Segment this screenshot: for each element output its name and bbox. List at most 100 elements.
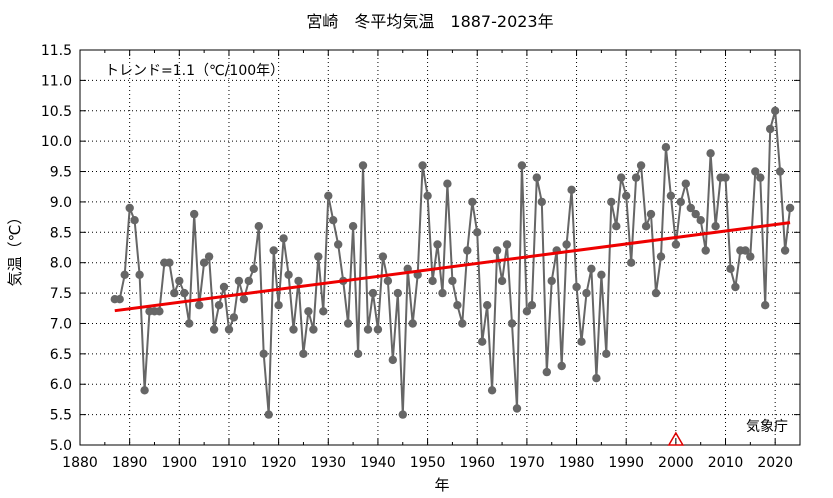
data-point [170, 288, 179, 298]
data-point [661, 143, 671, 152]
data-point [199, 258, 209, 267]
y-tick-label: 7.5 [50, 286, 72, 302]
x-tick-label: 2020 [757, 455, 793, 471]
data-point [592, 374, 601, 383]
data-point [264, 410, 273, 419]
data-point [775, 167, 785, 176]
data-point [125, 203, 134, 213]
y-tick-label: 7.0 [50, 316, 72, 332]
y-axis-title: 気温（℃） [6, 210, 24, 287]
data-point [671, 240, 681, 249]
data-point [274, 301, 283, 310]
data-point [195, 301, 204, 310]
data-point [269, 246, 278, 255]
data-point [418, 161, 427, 170]
data-point [130, 216, 139, 225]
x-tick-label: 1920 [261, 455, 297, 471]
data-point [393, 288, 402, 298]
data-point [602, 349, 611, 358]
data-point [408, 319, 417, 328]
source-note: 気象庁 [746, 419, 788, 435]
x-tick-label: 1970 [509, 455, 545, 471]
data-point [319, 307, 328, 316]
y-tick-label: 9.5 [50, 165, 72, 181]
x-tick-label: 1980 [559, 455, 595, 471]
data-point [284, 270, 293, 279]
y-tick-label: 10.5 [41, 104, 72, 120]
data-point [314, 252, 323, 261]
data-point [234, 276, 244, 286]
data-point [388, 355, 397, 365]
data-point [383, 276, 393, 286]
y-tick-label: 8.0 [50, 256, 72, 272]
x-tick-label: 1990 [608, 455, 644, 471]
data-point [219, 282, 229, 292]
data-point [483, 301, 492, 310]
data-point [180, 288, 189, 298]
data-point [214, 301, 224, 310]
data-point [517, 161, 527, 170]
data-point [373, 325, 383, 334]
data-point [627, 258, 636, 267]
chart-title: 宮崎 冬平均気温 1887-2023年 [306, 12, 553, 31]
data-point [582, 288, 591, 298]
axis-ticks: 5.0 5.5 6.0 6.5 7.0 7.5 8.0 8.5 9.0 9.5 10.0 10.5 11… [41, 43, 801, 471]
data-point [165, 258, 174, 267]
data-point [190, 209, 199, 219]
data-point [358, 161, 368, 170]
data-point [324, 191, 333, 200]
data-point [453, 301, 462, 310]
data-point [676, 197, 685, 207]
data-point [572, 282, 581, 292]
y-tick-label: 5.0 [50, 438, 72, 454]
data-point [204, 252, 214, 261]
y-tick-label: 6.0 [50, 377, 72, 393]
data-point [140, 386, 149, 395]
data-point [239, 295, 249, 304]
data-point [681, 179, 690, 188]
data-point [448, 276, 457, 286]
data-point [254, 222, 263, 231]
data-point [185, 319, 194, 328]
data-point [155, 307, 164, 316]
data-point [309, 325, 318, 334]
data-point [696, 216, 705, 225]
data-point [771, 106, 780, 116]
x-tick-label: 1940 [360, 455, 396, 471]
data-point [334, 240, 343, 249]
x-tick-label: 1900 [161, 455, 197, 471]
data-point [224, 325, 234, 334]
x-axis-title: 年 [434, 476, 449, 494]
data-point [468, 197, 477, 207]
data-point [478, 337, 487, 346]
data-point [527, 301, 537, 310]
trend-layer [114, 221, 791, 313]
data-point [433, 240, 442, 249]
x-tick-label: 1890 [112, 455, 148, 471]
data-point [487, 386, 497, 395]
data-point [666, 191, 676, 200]
x-tick-label: 1960 [459, 455, 495, 471]
x-tick-label: 1880 [62, 455, 98, 471]
y-tick-label: 5.5 [50, 408, 72, 424]
data-point [497, 276, 507, 286]
data-point [507, 319, 517, 328]
data-point [502, 240, 512, 249]
data-point [458, 319, 467, 328]
data-point [587, 264, 596, 273]
data-point [746, 252, 755, 261]
data-point [636, 161, 646, 170]
data-point [656, 252, 666, 261]
data-point [686, 203, 695, 213]
x-tick-label: 1950 [410, 455, 446, 471]
data-point [577, 337, 586, 346]
data-point [363, 325, 373, 334]
marker-layer [667, 431, 685, 446]
data-point [597, 270, 606, 279]
data-point [761, 301, 770, 310]
data-point [721, 173, 730, 182]
data-point [522, 307, 532, 316]
data-point [229, 313, 239, 322]
data-point [378, 252, 388, 261]
